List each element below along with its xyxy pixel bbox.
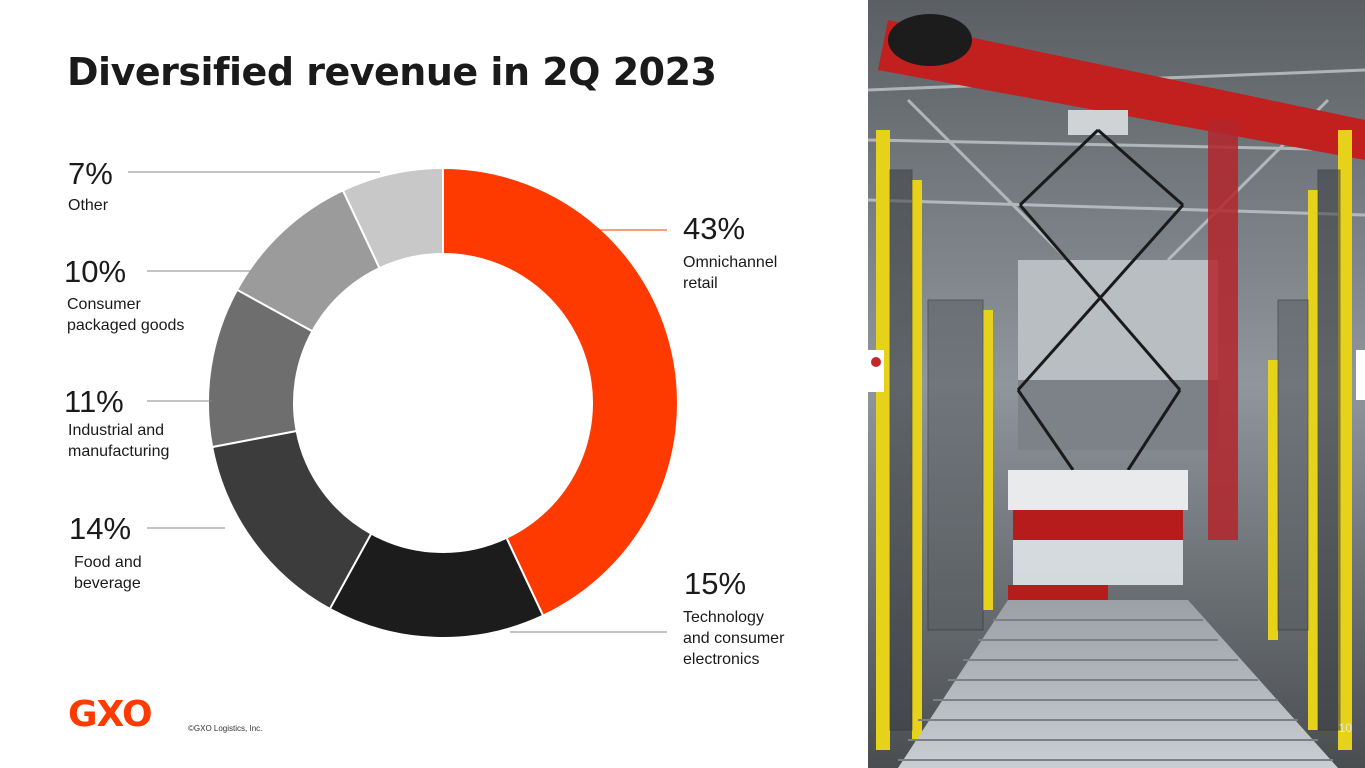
donut-chart: [128, 166, 679, 639]
label-value-cpg: 10%: [64, 254, 127, 289]
copyright-text: ©GXO Logistics, Inc.: [188, 724, 263, 733]
warehouse-photo: 10: [868, 0, 1365, 768]
donut-slice-other: [341, 166, 444, 270]
label-value-industrial: 11%: [64, 384, 124, 419]
label-omnichannel-retail: Omnichannel retail: [683, 254, 778, 292]
label-other: Other: [68, 197, 109, 214]
label-technology: Technology and consumer electronics: [683, 609, 785, 668]
donut-slice-omnichannel-retail: [442, 166, 679, 617]
label-industrial: Industrial and manufacturing: [68, 422, 170, 460]
label-value-technology: 15%: [684, 566, 747, 601]
slide: Diversified revenue in 2Q 2023 43% Omnic…: [64, 50, 785, 735]
gxo-logo: GXO: [68, 694, 153, 735]
label-cpg: Consumer packaged goods: [67, 296, 185, 334]
label-food-beverage: Food and beverage: [74, 554, 142, 592]
slide-title: Diversified revenue in 2Q 2023: [67, 50, 717, 94]
warehouse-illustration: [868, 0, 1365, 768]
label-value-omnichannel-retail: 43%: [683, 211, 746, 246]
page-number: 10: [1338, 721, 1352, 735]
label-value-other: 7%: [68, 156, 113, 191]
label-value-food-beverage: 14%: [69, 511, 132, 546]
